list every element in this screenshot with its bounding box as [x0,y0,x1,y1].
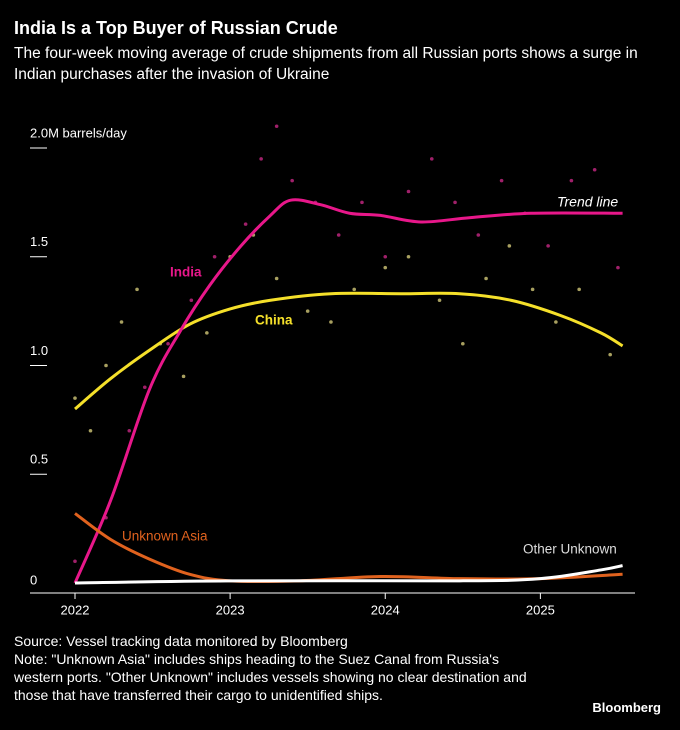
series-label: China [255,313,293,328]
dot [437,298,442,303]
dot [274,276,279,281]
dot [569,178,574,183]
dot [336,233,341,237]
dot [290,178,294,183]
dot [73,559,77,564]
x-tick-label: 2022 [61,602,90,617]
note: Note: "Unknown Asia" includes ships head… [14,651,527,703]
title: India Is a Top Buyer of Russian Crude [14,18,338,38]
dot [429,157,434,161]
dot [305,309,310,313]
dot [616,265,620,270]
dot [259,157,263,161]
dot [73,396,77,400]
y-tick-label: 0.5 [30,452,48,467]
x-tick-label: 2025 [526,602,555,617]
dot [406,254,411,259]
trend-line [74,291,624,411]
dot [352,287,357,292]
dot [243,222,248,226]
dot [135,287,139,292]
dot [499,178,504,183]
dot [476,233,481,237]
dot [212,254,217,259]
y-tick-label: 1.5 [30,234,48,249]
brand: Bloomberg [592,700,661,715]
x-tick-label: 2023 [216,602,245,617]
dot [530,287,535,292]
dot [383,254,388,259]
series-label: Other Unknown [523,542,617,557]
dot [608,352,612,357]
dot [205,331,209,335]
x-tick-label: 2024 [371,602,400,617]
dot [189,298,194,303]
dot [554,320,558,324]
chart: 2.0M barrels/day 1.5 1.0 0.5 0 2022 2023 2024 20… [30,124,635,617]
y-tick-label: 1.0 [30,343,48,358]
dot [127,428,132,433]
dot [577,287,581,292]
dot [104,363,108,368]
dot [592,167,597,172]
dot [88,428,93,433]
trend-line [73,198,623,584]
dot [181,374,186,379]
dot [360,200,364,205]
annotation: Trend line [557,194,618,210]
trend-line [74,564,623,585]
dot [507,244,512,248]
dot [546,244,550,248]
y-tick-label: 2.0M barrels/day [30,125,127,140]
series-label: India [170,265,202,280]
y-tick-label: 0 [30,572,37,587]
dot [461,341,465,346]
dot [329,320,333,324]
subtitle: The four-week moving average of crude sh… [14,45,638,83]
dot [383,265,388,270]
source: Source: Vessel tracking data monitored b… [14,633,348,649]
dot [142,385,147,390]
series-label: Unknown Asia [122,529,208,544]
dot [453,200,457,205]
dot [166,341,170,346]
dot [484,276,488,281]
dot [274,124,279,129]
dot [119,320,124,324]
dot [406,189,411,194]
